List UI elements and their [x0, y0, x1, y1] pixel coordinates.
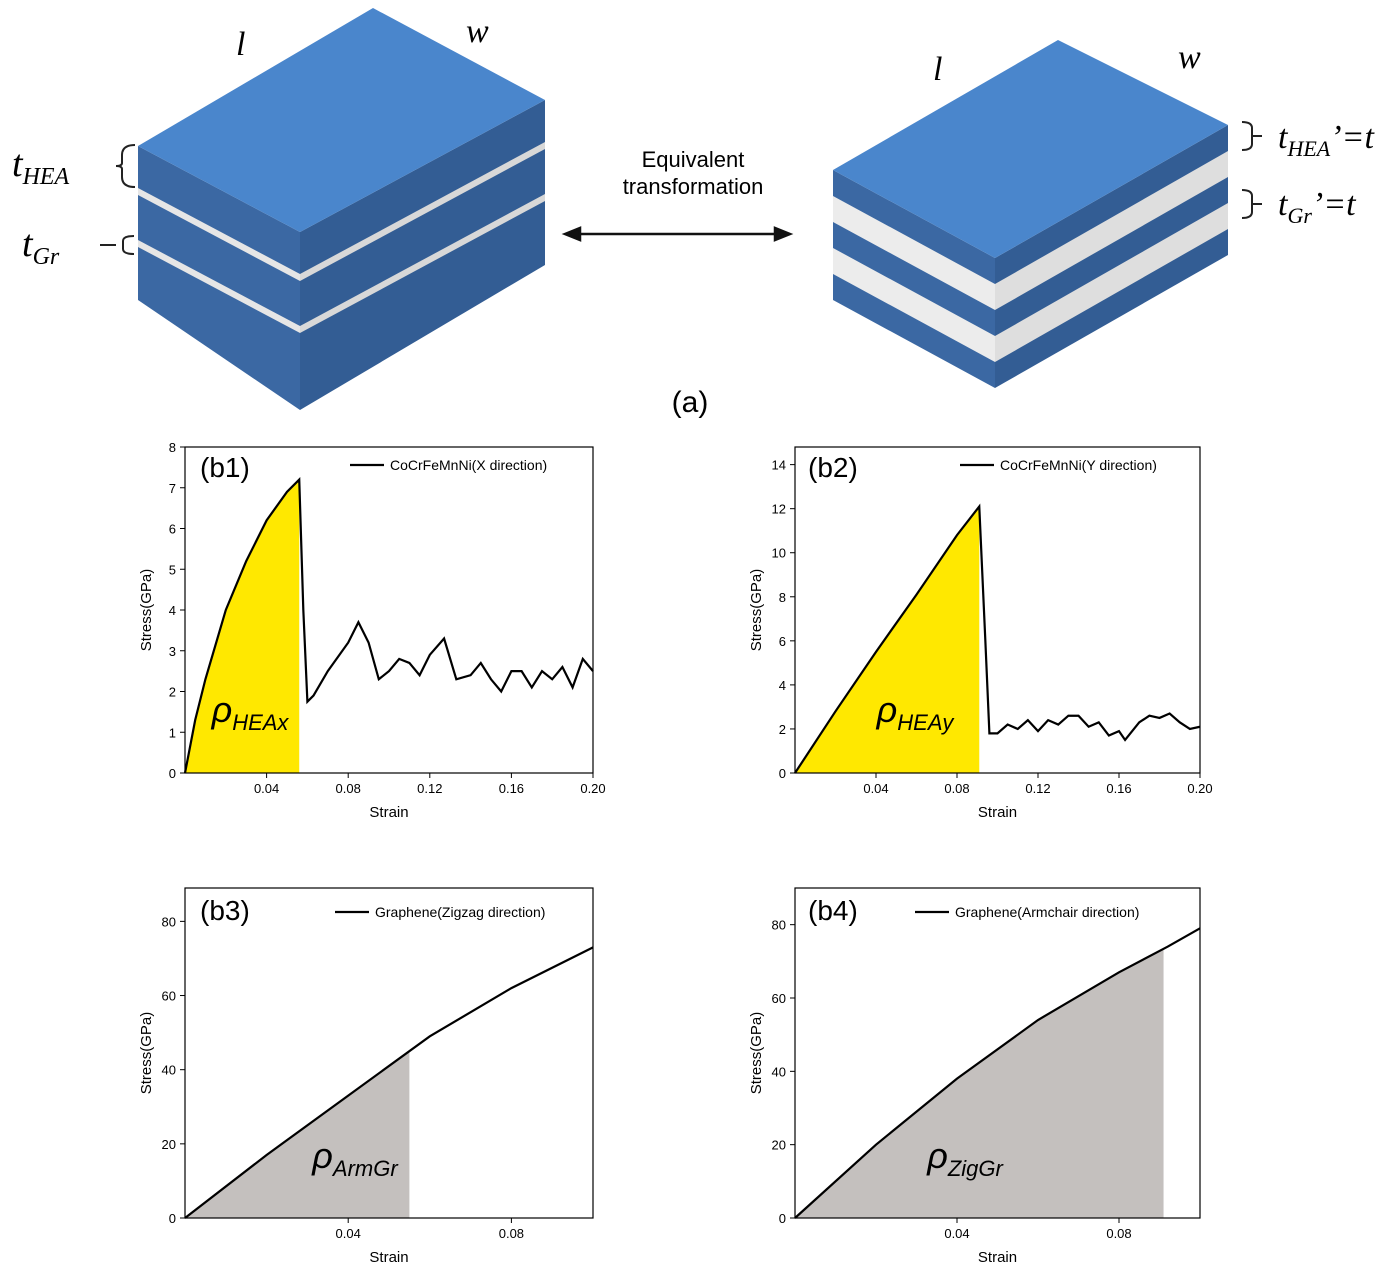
bracket: [1242, 122, 1262, 150]
x-tick-label: 0.04: [336, 1226, 361, 1241]
figure: l w l w tHEA tGr tHEA’=t tGr’=t Equivale…: [0, 0, 1391, 1267]
width-label: w: [466, 13, 489, 50]
y-tick-label: 80: [772, 918, 786, 933]
y-tick-label: 6: [779, 634, 786, 649]
legend-label: Graphene(Armchair direction): [955, 904, 1139, 920]
x-tick-label: 0.04: [863, 781, 888, 796]
x-axis-label: Strain: [369, 1249, 408, 1266]
density-subscript: HEAx: [232, 710, 289, 735]
density-symbol: ρ: [876, 689, 898, 730]
y-tick-label: 20: [772, 1138, 786, 1153]
thickness-label: tHEA’=t: [1278, 119, 1375, 161]
transform-text: Equivalent: [642, 147, 745, 172]
x-tick-label: 0.04: [254, 781, 279, 796]
y-tick-label: 5: [169, 562, 176, 577]
y-tick-label: 40: [772, 1064, 786, 1079]
y-tick-label: 20: [162, 1137, 176, 1152]
y-tick-label: 0: [169, 1211, 176, 1226]
length-label: l: [236, 26, 245, 63]
left-block: [138, 8, 545, 410]
y-axis-label: Stress(GPa): [748, 569, 765, 652]
density-subscript: HEAy: [897, 710, 955, 735]
y-tick-label: 12: [772, 502, 786, 517]
y-tick-label: 8: [169, 440, 176, 455]
right-block: [833, 40, 1228, 388]
width-label: w: [1178, 39, 1201, 76]
x-tick-label: 0.16: [1106, 781, 1131, 796]
y-tick-label: 14: [772, 458, 786, 473]
x-tick-label: 0.16: [499, 781, 524, 796]
y-tick-label: 4: [169, 603, 176, 618]
x-tick-label: 0.04: [944, 1226, 969, 1241]
x-tick-label: 0.08: [1106, 1226, 1131, 1241]
bracket: [100, 236, 134, 254]
y-axis-label: Stress(GPa): [748, 1012, 765, 1095]
y-tick-label: 8: [779, 590, 786, 605]
caption: (a): [672, 386, 709, 419]
thickness-label: tGr: [22, 223, 60, 270]
transform-text: transformation: [623, 174, 764, 199]
y-tick-label: 2: [779, 722, 786, 737]
panel-label: (b1): [200, 452, 250, 483]
x-tick-label: 0.12: [1025, 781, 1050, 796]
x-tick-label: 0.12: [417, 781, 442, 796]
y-tick-label: 40: [162, 1063, 176, 1078]
y-tick-label: 80: [162, 914, 176, 929]
density-symbol: ρ: [926, 1135, 948, 1176]
thickness-label: tHEA: [12, 143, 70, 190]
y-tick-label: 7: [169, 481, 176, 496]
y-tick-label: 0: [779, 1211, 786, 1226]
x-tick-label: 0.08: [499, 1226, 524, 1241]
x-tick-label: 0.08: [944, 781, 969, 796]
arrow-head: [775, 228, 790, 240]
y-tick-label: 2: [169, 685, 176, 700]
density-symbol: ρ: [211, 689, 233, 730]
double-arrow: [565, 228, 790, 240]
legend-label: CoCrFeMnNi(X direction): [390, 457, 547, 473]
density-symbol: ρ: [311, 1135, 333, 1176]
x-axis-label: Strain: [369, 804, 408, 821]
density-subscript: ZigGr: [947, 1156, 1005, 1181]
y-tick-label: 1: [169, 725, 176, 740]
y-tick-label: 0: [169, 766, 176, 781]
y-tick-label: 60: [162, 989, 176, 1004]
y-tick-label: 3: [169, 644, 176, 659]
length-label: l: [933, 51, 942, 88]
bracket: [1242, 190, 1262, 218]
density-subscript: ArmGr: [331, 1156, 399, 1181]
y-tick-label: 10: [772, 546, 786, 561]
y-axis-label: Stress(GPa): [138, 1012, 155, 1095]
panel-label: (b4): [808, 895, 858, 926]
y-axis-label: Stress(GPa): [138, 569, 155, 652]
y-tick-label: 6: [169, 522, 176, 537]
x-axis-label: Strain: [978, 804, 1017, 821]
x-tick-label: 0.20: [1187, 781, 1212, 796]
panel-label: (b2): [808, 452, 858, 483]
bracket: [116, 145, 135, 187]
arrow-head: [565, 228, 580, 240]
x-axis-label: Strain: [978, 1249, 1017, 1266]
panel-label: (b3): [200, 895, 250, 926]
y-tick-label: 4: [779, 678, 786, 693]
y-tick-label: 0: [779, 766, 786, 781]
legend-label: CoCrFeMnNi(Y direction): [1000, 457, 1157, 473]
thickness-label: tGr’=t: [1278, 186, 1357, 228]
x-tick-label: 0.08: [336, 781, 361, 796]
y-tick-label: 60: [772, 991, 786, 1006]
legend-label: Graphene(Zigzag direction): [375, 904, 545, 920]
x-tick-label: 0.20: [580, 781, 605, 796]
